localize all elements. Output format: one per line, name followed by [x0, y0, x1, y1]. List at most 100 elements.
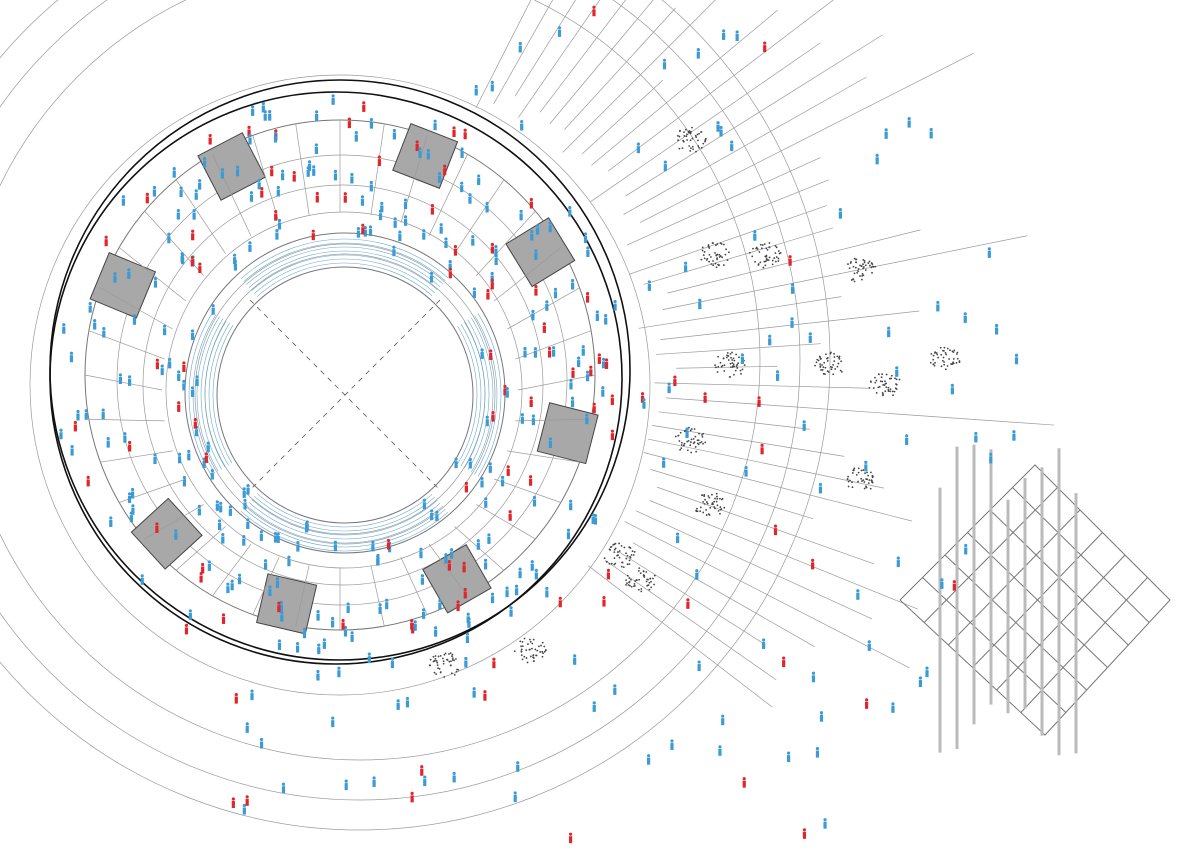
person-head: [636, 142, 640, 146]
person-head: [273, 131, 278, 136]
person-body: [753, 233, 757, 241]
person-body: [558, 600, 562, 608]
person-body: [467, 620, 471, 628]
person-head: [121, 195, 125, 199]
person: [642, 398, 646, 409]
tree-dot: [885, 382, 888, 385]
person-body: [251, 108, 255, 116]
tree-dot: [608, 562, 611, 565]
person-body: [545, 590, 549, 598]
person-body: [531, 418, 535, 426]
person: [663, 160, 667, 172]
person: [368, 225, 373, 236]
tree-dot: [889, 388, 892, 391]
person-head: [523, 346, 527, 351]
person-body: [585, 374, 590, 382]
fan-line: [643, 452, 912, 522]
seat-row: [256, 493, 433, 528]
person-head: [447, 560, 451, 564]
tree-dot: [948, 358, 951, 360]
tree-dot: [768, 242, 771, 244]
person-body: [153, 457, 157, 465]
person-body: [333, 173, 338, 181]
tree-dot: [761, 244, 764, 246]
person: [716, 121, 720, 132]
person: [403, 198, 408, 210]
person-head: [592, 5, 596, 9]
person-body: [443, 168, 447, 176]
tree-dot: [955, 353, 958, 355]
person-head: [856, 589, 860, 593]
person-head: [331, 94, 335, 98]
person: [296, 540, 300, 552]
person: [211, 304, 215, 315]
person-body: [663, 164, 667, 172]
tree-dot: [689, 150, 692, 152]
tree-dot: [945, 353, 948, 356]
person-body: [895, 369, 899, 377]
person-head: [245, 722, 249, 726]
tree-dot: [706, 257, 709, 260]
person-body: [204, 455, 208, 463]
person-head: [191, 229, 195, 233]
tree-dot: [847, 475, 850, 478]
person-head: [140, 574, 144, 578]
tree-dot: [705, 508, 707, 511]
person: [583, 232, 588, 244]
person: [468, 193, 472, 204]
tree-dot: [826, 357, 829, 359]
person-head: [182, 475, 187, 480]
tree-dot: [713, 500, 715, 503]
tree-dot: [442, 662, 445, 665]
person: [277, 218, 282, 230]
person: [453, 245, 458, 256]
tree-dot: [831, 366, 833, 369]
tree-dot: [819, 365, 822, 368]
person-body: [84, 412, 88, 420]
fan-line: [514, 0, 576, 97]
person-body: [410, 795, 414, 803]
person: [168, 357, 172, 369]
person-head: [193, 418, 197, 422]
tree-dot: [714, 497, 717, 500]
person: [533, 347, 538, 358]
person-head: [188, 609, 192, 613]
person: [606, 568, 611, 580]
radial-line: [370, 565, 385, 627]
person: [438, 598, 442, 610]
tree-dot: [709, 256, 712, 258]
person-head: [396, 699, 400, 703]
person-head: [533, 347, 538, 351]
tree-dot: [686, 133, 688, 136]
person: [786, 751, 791, 763]
fan-line: [591, 9, 778, 166]
person: [260, 187, 264, 198]
person-head: [534, 249, 538, 253]
person-body: [354, 134, 358, 142]
tree-dot: [716, 257, 719, 260]
tree-dot: [935, 352, 938, 354]
person-body: [76, 413, 80, 421]
person: [59, 428, 63, 440]
person-body: [570, 400, 575, 408]
person-head: [528, 475, 533, 479]
tree-dot: [871, 481, 874, 484]
person-body: [131, 507, 135, 515]
seat-row: [208, 322, 230, 466]
tree-dot: [870, 262, 873, 264]
person-body: [484, 500, 488, 508]
tree-dot: [775, 246, 778, 249]
tree-dot: [715, 254, 718, 256]
person-head: [231, 797, 235, 801]
person-body: [331, 620, 335, 628]
person-head: [505, 586, 509, 590]
person-body: [815, 750, 820, 758]
person: [276, 185, 280, 197]
tree-dot: [832, 364, 834, 366]
fan-line: [676, 365, 778, 369]
person-body: [597, 356, 601, 364]
person-body: [435, 514, 439, 522]
tree-dot: [731, 362, 734, 364]
person: [452, 126, 456, 137]
tree-dot: [437, 655, 440, 658]
